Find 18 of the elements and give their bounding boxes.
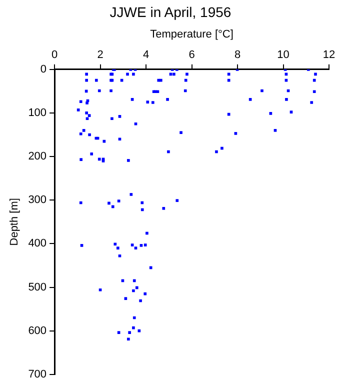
x-axis-title: Temperature [°C]	[150, 28, 234, 41]
y-tick-label: 700	[28, 368, 47, 380]
y-tick-label: 500	[28, 281, 47, 294]
y-tick-label: 300	[28, 194, 47, 206]
y-tick-label: 400	[28, 238, 47, 250]
x-tick-label: 8	[234, 48, 241, 61]
x-tick-label: 12	[322, 48, 336, 61]
chart-title: JJWE in April, 1956	[108, 4, 232, 22]
x-tick-label: 10	[277, 48, 290, 61]
x-tick-label: 4	[142, 48, 150, 61]
x-tick-label: 2	[97, 48, 104, 61]
y-tick-label: 100	[28, 107, 47, 120]
y-tick-label: 600	[28, 324, 47, 337]
x-tick-label: 0	[51, 48, 58, 61]
y-tick-label: 200	[28, 150, 47, 163]
y-tick-label: 0	[40, 63, 47, 76]
y-axis-title: Depth [m]	[8, 198, 21, 246]
x-tick-label: 6	[188, 48, 195, 61]
